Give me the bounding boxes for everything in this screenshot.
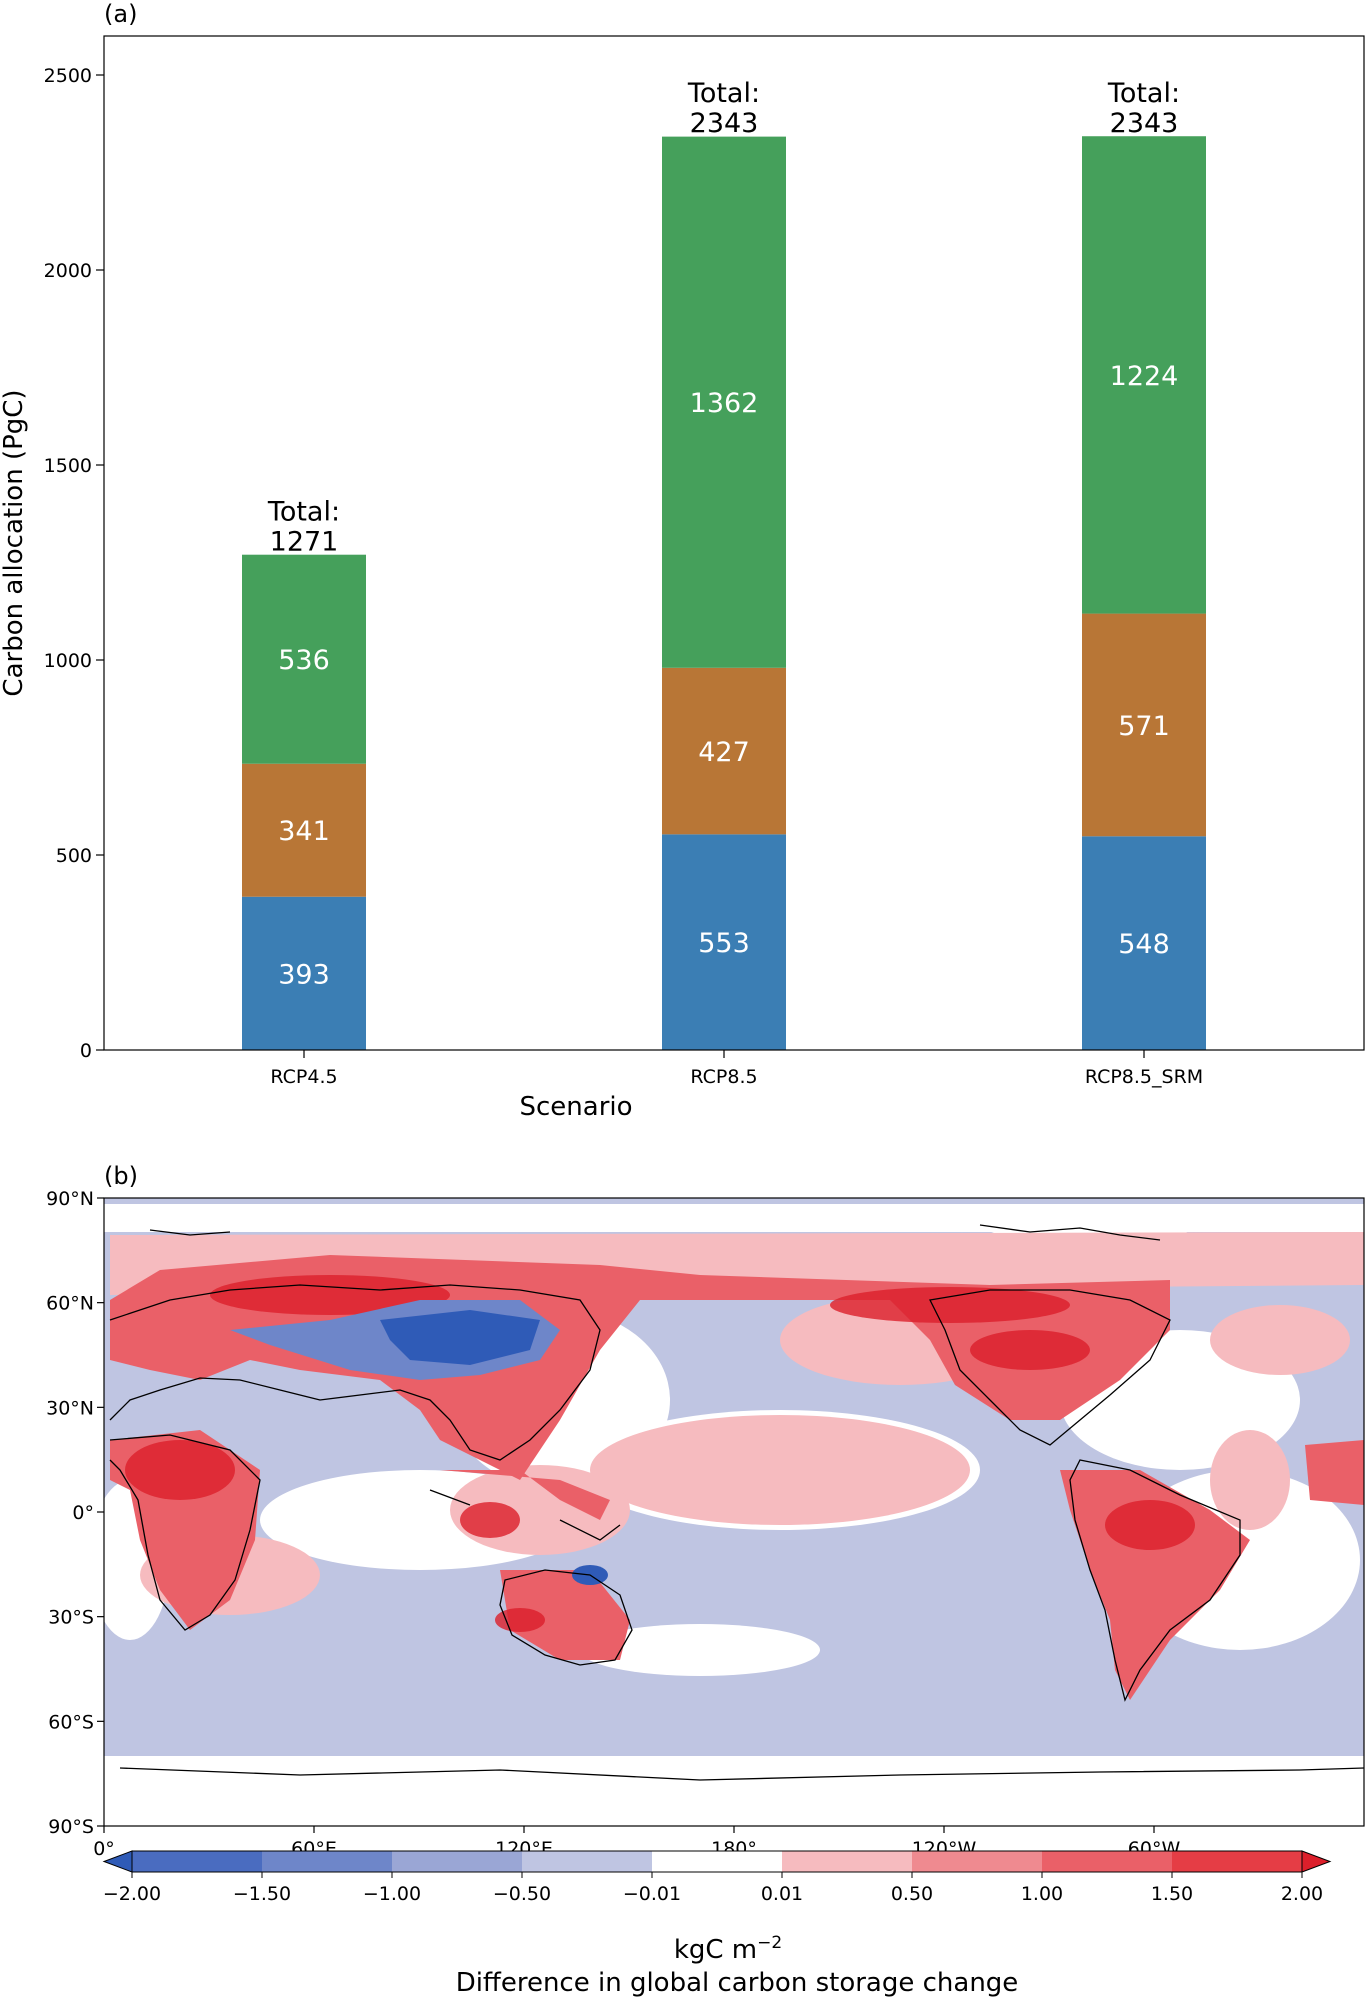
y-axis: 0 500 1000 1500 2000 2500 [44,65,104,1062]
colorbar-tick-label: −2.00 [103,1883,161,1905]
bar-segment [662,136,786,668]
colorbar-swatch [912,1851,1042,1872]
lat-tick-label: 60°S [48,1711,94,1733]
colorbar-tick-label: 1.50 [1151,1883,1193,1905]
bar-segment [1082,836,1206,1050]
colorbar-frame [131,1850,1303,1873]
colorbar-swatch [132,1851,262,1872]
panel-b-label: (b) [104,1162,138,1190]
colorbar-swatch [1042,1851,1172,1872]
bar-value-label: 393 [278,959,330,990]
plot-frame [103,35,1365,1051]
colorbar-extend-high [1301,1850,1332,1873]
bar-segment [662,667,786,835]
y-tick-label: 2000 [44,260,92,282]
bar-segment [1082,136,1206,614]
y-tick-label: 500 [56,845,92,867]
lat-tick-label: 90°S [48,1816,94,1838]
bar-value-label: 536 [278,645,330,676]
bar-segment [242,896,366,1050]
latitude-axis: 90°N 60°N 30°N 0° 30°S 60°S 90°S [46,1188,104,1838]
lat-tick-label: 90°N [46,1188,94,1210]
bar-value-label: 553 [698,928,750,959]
y-tick-label: 1000 [44,650,92,672]
x-tick-label: RCP8.5_SRM [1085,1066,1203,1088]
colorbar-title: Difference in global carbon storage chan… [456,1968,1019,1998]
colorbar: −2.00 −1.50 −1.00 −0.50 −0.01 0.01 0.50 1.00 1.5… [102,1850,1332,1905]
total-value-label: 2343 [690,108,759,139]
total-value-label: 1271 [270,526,339,557]
panel-a-stacked-bar-chart: (a) 393341536Total:12715534271362Total:2… [0,0,1365,1122]
total-prefix-label: Total: [687,78,760,109]
colorbar-unit-exponent: −2 [757,1933,782,1953]
x-tick-label: RCP4.5 [270,1066,337,1088]
map-field [104,1198,1364,1826]
lat-tick-label: 30°S [48,1607,94,1629]
lon-tick-label: 0° [93,1838,115,1860]
colorbar-tick-label: 0.01 [761,1883,803,1905]
bar-value-label: 1362 [690,388,759,419]
bar-value-label: 427 [698,737,750,768]
colorbar-tick-label: 2.00 [1281,1883,1323,1905]
bar-value-label: 571 [1118,711,1170,742]
panel-b-world-map: (b) [46,1162,1365,1998]
lat-tick-label: 60°N [46,1293,94,1315]
colorbar-tick-label: −0.01 [623,1883,681,1905]
colorbar-unit-base: kgC m [674,1935,757,1965]
land-strong-positive-zones [125,1275,1195,1632]
lat-tick-label: 30°N [46,1397,94,1419]
panel-a-label: (a) [104,0,137,28]
total-prefix-label: Total: [1107,78,1180,109]
total-value-label: 2343 [1110,108,1179,139]
lat-tick-label: 0° [72,1502,94,1524]
colorbar-swatch [262,1851,392,1872]
bar-segment [242,554,366,764]
colorbar-tick-label: 0.50 [891,1883,933,1905]
y-tick-label: 1500 [44,455,92,477]
y-axis-title: Carbon allocation (PgC) [0,389,29,696]
colorbar-tick-label: 1.00 [1021,1883,1063,1905]
total-prefix-label: Total: [267,496,340,527]
bar-value-label: 548 [1118,929,1170,960]
colorbar-unit: kgC m−2 [674,1933,782,1965]
colorbar-swatch [652,1851,782,1872]
bar-value-label: 1224 [1110,361,1179,392]
y-tick-label: 0 [80,1040,92,1062]
colorbar-tick-label: −1.50 [233,1883,291,1905]
land-negative-zones [230,1300,608,1585]
colorbar-tick-label: −0.50 [493,1883,551,1905]
colorbar-swatch [392,1851,522,1872]
bar-group: 393341536Total:12715534271362Total:23435… [242,78,1206,1050]
x-axis-title: Scenario [519,1092,632,1122]
bar-segment [242,763,366,897]
bar-value-label: 341 [278,816,330,847]
coastlines [109,1224,1364,1781]
bar-segment [662,834,786,1050]
colorbar-swatch [1172,1851,1302,1872]
colorbar-swatch [782,1851,912,1872]
colorbar-tick-label: −1.00 [363,1883,421,1905]
colorbar-swatch [522,1851,652,1872]
y-tick-label: 2500 [44,65,92,87]
x-axis: RCP4.5 RCP8.5 RCP8.5_SRM [270,1050,1203,1088]
bar-segment [1082,613,1206,837]
x-tick-label: RCP8.5 [690,1066,757,1088]
